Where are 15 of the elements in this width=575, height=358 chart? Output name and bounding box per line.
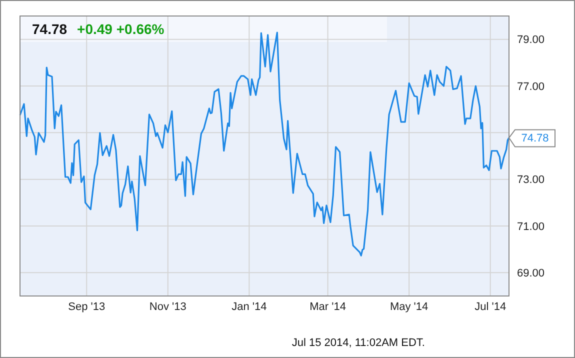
text: Jul 15 2014, 11:02AM EDT. [292,337,425,349]
x-tick-label: Sep '13 [68,301,106,313]
y-tick-label: 77.00 [517,80,545,93]
x-tick-label: Jul '14 [474,301,506,313]
x-tick-label: Nov '13 [149,301,186,313]
annotation: 74.78 [521,132,549,145]
y-tick-label: 73.00 [517,174,545,186]
y-tick-label: 79.00 [517,34,545,46]
x-tick-label: Mar '14 [310,301,346,313]
chart-subtitle: +0.49 +0.66% [77,21,165,37]
x-tick-label: Jan '14 [232,301,267,313]
y-tick-label: 71.00 [517,220,545,233]
chart-title: 74.78 [32,21,68,37]
y-tick-label: 69.00 [517,268,545,280]
x-tick-label: May '14 [390,301,428,313]
